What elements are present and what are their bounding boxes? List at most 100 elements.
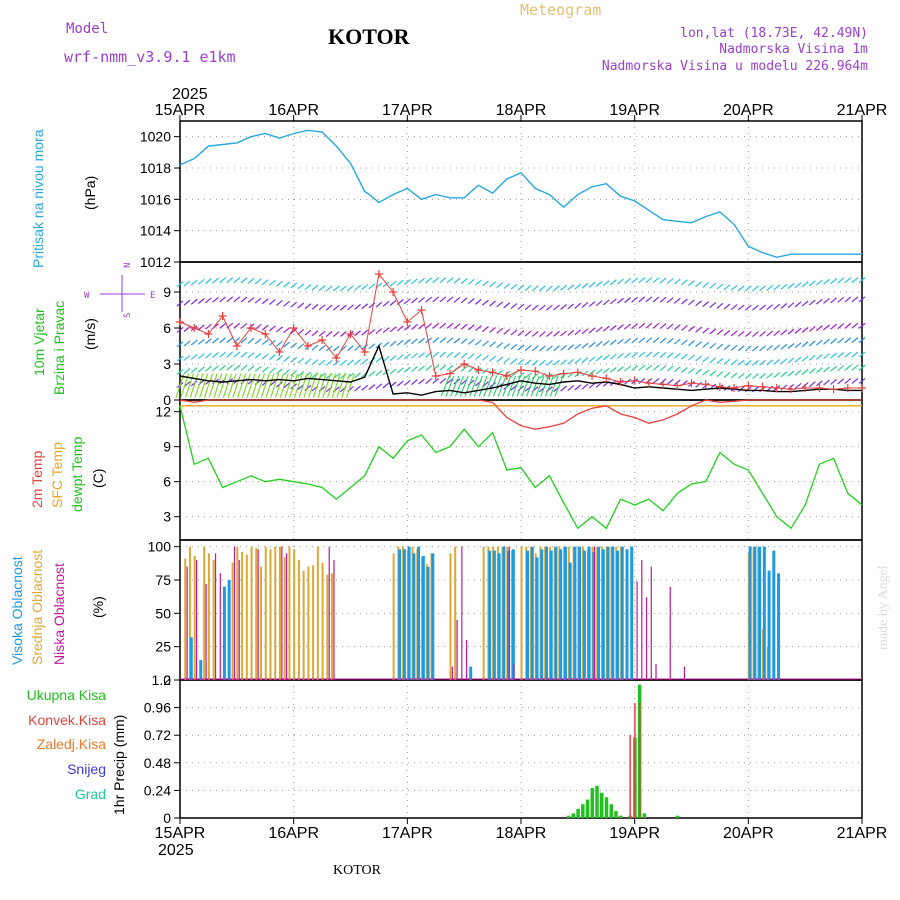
- wind-vector: [808, 299, 816, 306]
- wind-vector: [318, 359, 326, 366]
- low-cloud-bar: [461, 546, 463, 680]
- wind-vector: [837, 365, 845, 372]
- low-cloud-bar: [333, 560, 335, 680]
- wind-gust-marker: [588, 372, 597, 380]
- wind-vector: [652, 364, 660, 371]
- compass-e: E: [150, 291, 155, 301]
- wind-vector: [340, 331, 347, 337]
- wind-vector: [340, 304, 347, 311]
- temp-ytick-label: 9: [163, 439, 171, 455]
- wind-vector: [823, 324, 830, 331]
- wind-vector: [780, 358, 788, 365]
- wind-vector: [183, 354, 191, 361]
- high-cloud-bar: [767, 570, 771, 680]
- wind-vector: [544, 375, 554, 397]
- wind-vector: [176, 368, 184, 375]
- total-precip-bar: [600, 792, 604, 818]
- mid-cloud-bar: [392, 553, 395, 680]
- wind-vector: [695, 381, 702, 388]
- wind-vector: [794, 301, 802, 308]
- wind-vector: [858, 296, 866, 303]
- wind-vector: [546, 345, 553, 352]
- wind-ytick-label: 9: [163, 284, 171, 300]
- wind-vector: [340, 373, 347, 379]
- wind-vector: [453, 296, 461, 303]
- precip-ytick-label: 1.2: [152, 672, 172, 688]
- wind-vector: [478, 375, 488, 397]
- wind-vector: [241, 373, 251, 398]
- wind-vector: [425, 378, 433, 385]
- wind-gust-marker: [474, 366, 483, 374]
- wind-vector: [212, 277, 219, 284]
- wind-vector: [595, 368, 603, 375]
- wind-vector: [524, 372, 532, 379]
- wind-vector: [439, 377, 447, 384]
- wind-vector: [787, 370, 795, 377]
- total-precip-bar: [585, 799, 590, 818]
- wind-vector: [609, 324, 617, 331]
- wind-gust-marker: [545, 372, 554, 380]
- wind-vector: [368, 283, 376, 290]
- total-precip-bar: [604, 797, 609, 818]
- wind-vector: [268, 279, 276, 286]
- wind-vector: [254, 278, 262, 285]
- mid-cloud-bar: [207, 553, 210, 680]
- wind-vector: [517, 284, 525, 291]
- wind-vector: [446, 322, 454, 329]
- wind-vector: [247, 277, 255, 284]
- wind-vector: [368, 328, 376, 335]
- wind-vector: [759, 345, 766, 352]
- wind-vector: [535, 375, 545, 397]
- wind-vector: [602, 299, 610, 306]
- high-cloud-bar: [421, 556, 425, 680]
- precip-panel-frame: [179, 679, 863, 819]
- wind-vector: [681, 339, 688, 346]
- wind-vector: [617, 324, 624, 331]
- mid-cloud-bar: [245, 554, 248, 680]
- wind-vector: [190, 380, 198, 387]
- x-tick-label-bottom: 19APR: [609, 825, 660, 842]
- wind-label-2: Brzina i Pravac: [51, 301, 67, 395]
- wind-vector: [240, 337, 248, 344]
- wind-vector: [396, 339, 404, 346]
- wind-vector: [808, 354, 816, 361]
- high-cloud-bar: [492, 550, 496, 680]
- wind-vector: [176, 326, 184, 333]
- wind-vector: [645, 337, 653, 344]
- high-cloud-bar: [398, 549, 402, 680]
- wind-vector: [496, 342, 504, 349]
- conv-precip-bar: [629, 735, 631, 818]
- wind-vector: [688, 280, 695, 287]
- wind-vector: [276, 355, 283, 362]
- wind-vector: [396, 367, 404, 374]
- high-cloud-bar: [426, 566, 430, 680]
- wind-vector: [794, 383, 802, 389]
- wind-vector: [503, 357, 511, 364]
- wind-vector: [403, 324, 411, 331]
- wind-vector: [203, 373, 213, 398]
- mid-cloud-bar: [255, 548, 258, 680]
- wind-vector: [502, 375, 512, 397]
- wind-vector: [439, 296, 447, 303]
- wind-vector: [276, 340, 283, 347]
- cloud-label-low: Niska Oblacnost: [51, 563, 67, 665]
- wind-vector: [283, 382, 290, 389]
- high-cloud-bar: [402, 549, 406, 680]
- precip-ytick-label: 0: [163, 810, 171, 826]
- wind-vector: [737, 285, 745, 292]
- wind-vector: [581, 383, 589, 390]
- wind-gust-marker: [346, 330, 355, 338]
- wind-vector: [794, 282, 802, 289]
- wind-vector: [581, 370, 589, 377]
- wind-vector: [517, 303, 525, 310]
- wind-vector: [801, 326, 809, 333]
- wind-vector: [197, 324, 205, 331]
- wind-vector: [446, 378, 454, 385]
- wind-vector: [254, 352, 262, 359]
- wind-vector: [233, 296, 241, 303]
- mid-cloud-bar: [212, 560, 215, 680]
- wind-vector: [190, 279, 198, 286]
- wind-vector: [446, 277, 454, 284]
- wind-vector: [858, 322, 866, 329]
- mid-cloud-bar: [482, 546, 485, 680]
